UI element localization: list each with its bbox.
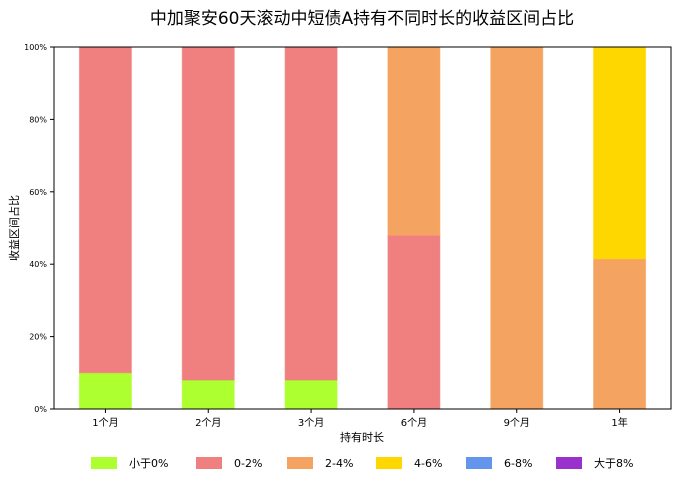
legend-swatch [376,457,402,469]
chart-title: 中加聚安60天滚动中短债A持有不同时长的收益区间占比 [150,9,574,29]
legend-item: 4-6% [376,457,442,470]
legend-label: 小于0% [129,457,168,470]
legend-swatch [287,457,313,469]
y-tick-label: 0% [34,405,47,414]
x-tick-label: 1年 [611,416,627,429]
bar-segment [593,46,647,260]
legend-swatch [196,457,222,469]
bar-segment [490,46,544,410]
bar-segment [78,372,132,410]
y-axis-label: 收益区间占比 [7,195,21,261]
bar-segment [181,46,235,381]
legend-label: 4-6% [414,457,442,470]
bar-segment [284,46,338,381]
y-tick-label: 80% [29,115,47,124]
x-tick-label: 9个月 [504,417,530,429]
legend-item: 0-2% [196,457,262,470]
legend-item: 大于8% [556,456,633,470]
legend-label: 2-4% [325,457,353,470]
legend-item: 6-8% [466,457,532,470]
legend-swatch [91,457,117,469]
bar-segment [78,46,132,374]
x-axis-label: 持有时长 [340,430,384,444]
x-tick-label: 3个月 [298,417,324,429]
bar-segment [387,46,441,236]
plot-frame [53,46,672,410]
y-tick-label: 40% [29,260,47,269]
bar-segment [181,379,235,410]
x-tick-label: 1个月 [92,417,118,429]
legend-swatch [556,457,582,469]
legend-item: 小于0% [91,457,168,470]
bar-segment [387,234,441,410]
y-tick-label: 20% [29,333,47,342]
legend-label: 大于8% [594,456,633,470]
legend-label: 0-2% [234,457,262,470]
x-tick-label: 6个月 [401,417,427,429]
x-tick-label: 2个月 [195,417,221,429]
y-tick-label: 100% [24,43,47,52]
legend-item: 2-4% [287,457,353,470]
bar-segment [284,379,338,410]
legend-label: 6-8% [504,457,532,470]
y-tick-label: 60% [29,188,47,197]
legend-swatch [466,457,492,469]
bar-segment [593,258,647,410]
